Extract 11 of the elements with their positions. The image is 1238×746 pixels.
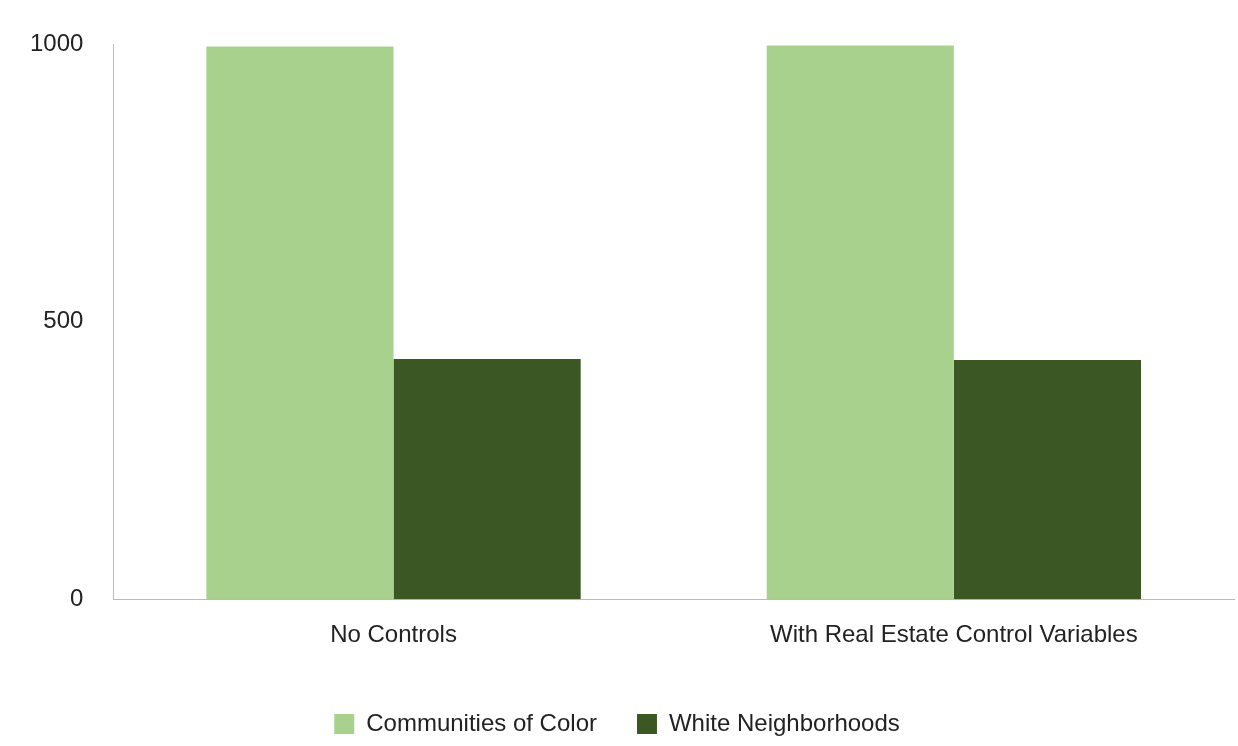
y-tick-label: 1000 bbox=[30, 29, 84, 57]
bar bbox=[766, 45, 954, 600]
legend-label: White Neighborhoods bbox=[668, 708, 900, 736]
x-tick-label: With Real Estate Control Variables bbox=[769, 620, 1138, 648]
bar bbox=[953, 360, 1141, 600]
bar bbox=[206, 46, 394, 600]
legend-label: Communities of Color bbox=[366, 708, 597, 736]
bar bbox=[393, 358, 581, 600]
x-tick-label: No Controls bbox=[330, 620, 457, 648]
y-tick-label: 500 bbox=[43, 306, 84, 334]
y-tick-label: 0 bbox=[70, 583, 84, 611]
